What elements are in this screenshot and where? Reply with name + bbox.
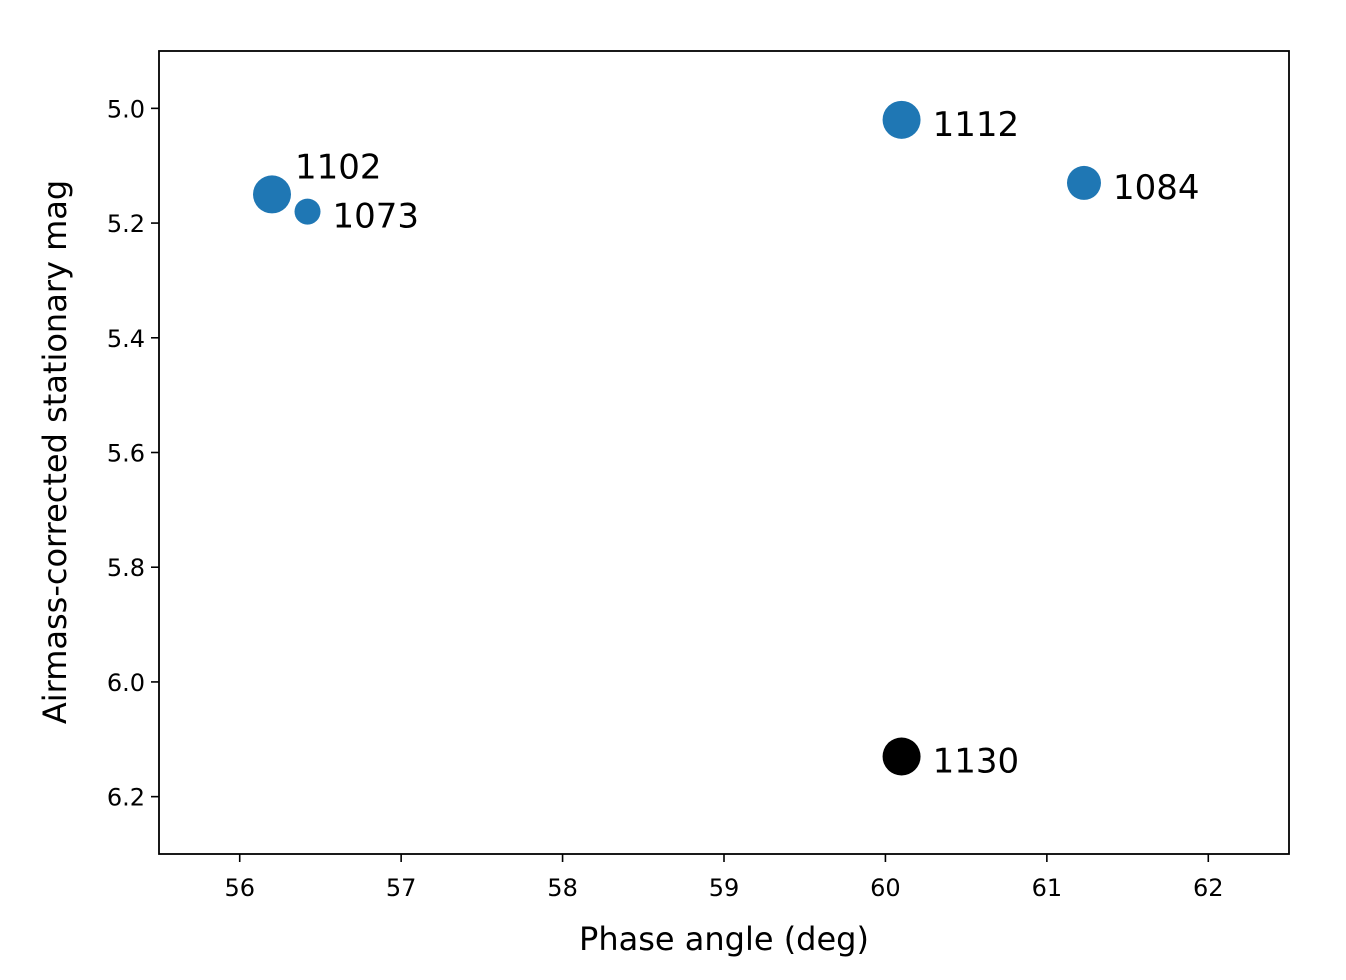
- y-tick-label: 5.0: [107, 95, 145, 123]
- x-tick-label: 60: [870, 874, 901, 902]
- x-tick-label: 57: [386, 874, 417, 902]
- y-tick-label: 5.2: [107, 210, 145, 238]
- point-label-1084: 1084: [1113, 168, 1200, 208]
- y-axis-ticks: 5.0 5.2 5.4 5.6 5.8 6.0 6.2: [107, 95, 159, 812]
- point-label-1112: 1112: [933, 105, 1020, 145]
- y-tick-label: 5.4: [107, 325, 145, 353]
- x-axis-title: Phase angle (deg): [579, 920, 869, 958]
- x-axis-ticks: 56 57 58 59 60 61 62: [224, 854, 1224, 902]
- point-label-1130: 1130: [933, 741, 1020, 781]
- point-1112: [882, 100, 921, 139]
- point-1130: [882, 737, 921, 776]
- point-1102: [253, 175, 291, 214]
- y-tick-label: 6.0: [107, 669, 145, 697]
- x-tick-label: 61: [1032, 874, 1063, 902]
- x-tick-label: 56: [224, 874, 255, 902]
- y-tick-label: 6.2: [107, 784, 145, 812]
- points-layer: [253, 100, 1101, 776]
- point-1084: [1066, 165, 1101, 200]
- point-label-1102: 1102: [295, 147, 382, 187]
- x-tick-label: 62: [1193, 874, 1224, 902]
- y-tick-label: 5.6: [107, 440, 145, 468]
- point-label-1073: 1073: [333, 197, 420, 237]
- point-1073: [294, 198, 321, 225]
- x-tick-label: 58: [547, 874, 578, 902]
- y-axis-title: Airmass-corrected stationary mag: [36, 180, 74, 724]
- y-tick-label: 5.8: [107, 554, 145, 582]
- x-tick-label: 59: [709, 874, 740, 902]
- point-labels-layer: 1102 1073 1112 1084 1130: [295, 105, 1200, 782]
